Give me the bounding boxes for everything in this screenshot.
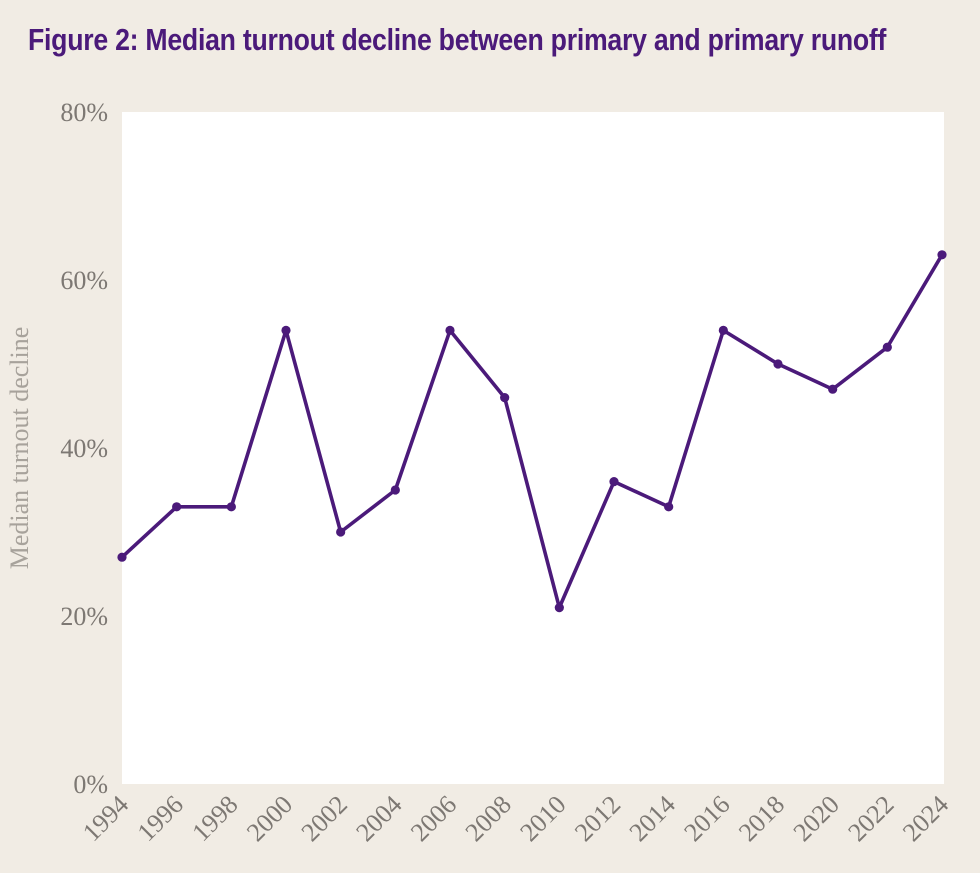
data-point — [172, 502, 182, 512]
x-tick-label: 1998 — [186, 790, 243, 847]
x-tick-label: 2018 — [733, 790, 790, 847]
data-point — [117, 552, 127, 562]
data-point — [445, 325, 455, 335]
data-point — [664, 502, 674, 512]
y-tick-label: 20% — [60, 602, 108, 631]
data-point — [937, 250, 947, 260]
x-tick-label: 2004 — [350, 790, 407, 847]
data-points — [117, 250, 947, 613]
data-point — [773, 359, 783, 369]
x-tick-label: 2022 — [842, 790, 899, 847]
y-tick-label: 80% — [60, 98, 108, 127]
data-point — [882, 342, 892, 352]
x-tick-label: 2014 — [624, 790, 681, 847]
x-tick-label: 2024 — [897, 790, 954, 847]
y-tick-label: 60% — [60, 266, 108, 295]
x-tick-label: 2006 — [405, 790, 462, 847]
x-tick-label: 2016 — [678, 790, 735, 847]
x-tick-label: 2012 — [569, 790, 626, 847]
data-point — [554, 603, 564, 613]
data-point — [500, 393, 510, 403]
data-point — [336, 527, 346, 537]
chart-title: Figure 2: Median turnout decline between… — [28, 22, 887, 57]
series-line — [120, 253, 944, 610]
y-axis-title: Median turnout decline — [5, 327, 34, 570]
data-point — [281, 325, 291, 335]
y-tick-label: 40% — [60, 434, 108, 463]
data-point — [718, 325, 728, 335]
x-tick-label: 1996 — [132, 790, 189, 847]
x-tick-label: 2002 — [296, 790, 353, 847]
x-axis-ticks: 1994199619982000200220042006200820102012… — [77, 790, 954, 847]
x-tick-label: 2010 — [514, 790, 571, 847]
x-tick-label: 2008 — [460, 790, 517, 847]
plot-area — [122, 112, 944, 784]
y-tick-label: 0% — [73, 770, 108, 799]
data-point — [390, 485, 400, 495]
data-point — [609, 477, 619, 487]
x-tick-label: 2020 — [788, 790, 845, 847]
x-tick-label: 2000 — [241, 790, 298, 847]
data-point — [828, 384, 838, 394]
y-axis-ticks: 0% 20% 40% 60% 80% — [60, 98, 108, 799]
data-point — [226, 502, 236, 512]
